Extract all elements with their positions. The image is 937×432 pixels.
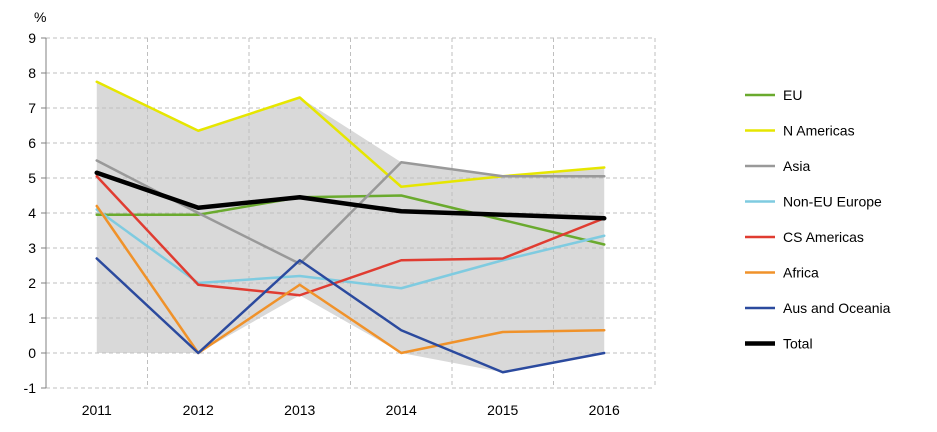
- series-line-n-americas: [95, 80, 606, 188]
- x-tick-label: 2014: [386, 402, 417, 418]
- series-line-aus-and-oceania: [95, 257, 606, 374]
- legend-label-non-eu-europe: Non-EU Europe: [783, 194, 882, 210]
- y-tick-label: 3: [28, 240, 36, 256]
- y-tick-label: 7: [28, 100, 36, 116]
- y-tick-label: 4: [28, 205, 36, 221]
- x-tick-label: 2011: [82, 402, 112, 418]
- y-tick-label: 0: [28, 345, 36, 361]
- legend-label-eu: EU: [783, 87, 802, 103]
- series-line-cs-americas: [95, 175, 606, 297]
- y-tick-label: 1: [28, 310, 36, 326]
- x-tick-label: 2013: [284, 402, 315, 418]
- legend-label-cs-americas: CS Americas: [783, 229, 864, 245]
- y-tick-label: 9: [28, 30, 36, 46]
- legend-label-total: Total: [783, 336, 813, 352]
- y-tick-label: -1: [24, 380, 37, 396]
- x-tick-label: 2016: [589, 402, 620, 418]
- y-tick-label: 6: [28, 135, 36, 151]
- legend-label-asia: Asia: [783, 158, 810, 174]
- legend-label-n-americas: N Americas: [783, 123, 855, 139]
- series-line-africa: [95, 204, 606, 355]
- x-tick-label: 2012: [183, 402, 214, 418]
- series-line-eu: [95, 194, 606, 246]
- axis-layer: -1 0 1 2 3 4 5 6 7 8 9 2011 2012 2013 2014 2015 2016: [24, 30, 620, 418]
- y-axis-unit-label: %: [34, 9, 46, 25]
- y-tick-label: 8: [28, 65, 36, 81]
- series-line-non-eu-europe: [95, 208, 606, 290]
- legend: EU N Americas Asia Non-EU Europe CS Americas…: [745, 87, 891, 352]
- y-tick-label: 5: [28, 170, 36, 186]
- legend-label-africa: Africa: [783, 265, 819, 281]
- y-tick-label: 2: [28, 275, 36, 291]
- x-tick-label: 2015: [487, 402, 518, 418]
- series-line-total: [94, 170, 607, 221]
- legend-label-aus-and-oceania: Aus and Oceania: [783, 300, 891, 316]
- series-layer: [94, 80, 607, 374]
